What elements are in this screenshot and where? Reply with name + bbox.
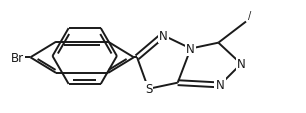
Text: N: N bbox=[216, 79, 224, 92]
Text: N: N bbox=[186, 43, 195, 55]
Text: N: N bbox=[159, 29, 167, 42]
Text: S: S bbox=[145, 83, 152, 95]
Text: N: N bbox=[237, 58, 245, 71]
Text: /: / bbox=[248, 11, 251, 20]
Text: Br: Br bbox=[11, 51, 24, 64]
